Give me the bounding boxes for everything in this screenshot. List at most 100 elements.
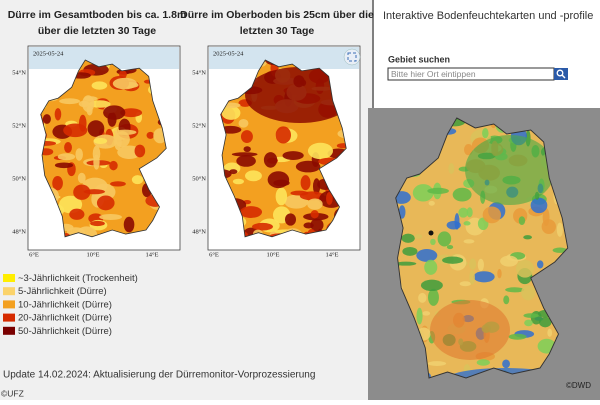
drought-patch bbox=[114, 131, 130, 148]
map-title: über die letzten 30 Tage bbox=[38, 25, 156, 37]
lon-label: 10°E bbox=[86, 251, 99, 258]
moisture-patch bbox=[427, 187, 449, 195]
moisture-patch bbox=[437, 231, 452, 247]
moisture-patch bbox=[523, 235, 532, 240]
lat-label: 48°N bbox=[192, 228, 206, 235]
moisture-patch bbox=[418, 292, 427, 303]
drought-patch bbox=[59, 98, 81, 105]
lat-label: 54°N bbox=[192, 69, 206, 76]
search-placeholder: Bitte hier Ort eintippen bbox=[391, 69, 476, 79]
drought-patch bbox=[77, 172, 86, 184]
moisture-patch bbox=[401, 233, 415, 243]
drought-patch bbox=[78, 100, 90, 108]
drought-patch bbox=[131, 175, 144, 185]
moisture-patch bbox=[502, 359, 510, 369]
drought-patch bbox=[91, 81, 108, 90]
moisture-patch bbox=[508, 333, 527, 340]
lon-label: 10°E bbox=[266, 251, 279, 258]
moisture-patch bbox=[541, 219, 556, 234]
legend-swatch bbox=[3, 300, 15, 309]
drought-patch bbox=[263, 152, 278, 168]
moisture-patch bbox=[430, 300, 510, 360]
drought-patch bbox=[57, 153, 76, 161]
drought-patch bbox=[245, 67, 347, 123]
drought-patch bbox=[243, 146, 251, 153]
drought-patch bbox=[221, 105, 241, 120]
drought-patch bbox=[64, 141, 72, 153]
moisture-patch bbox=[430, 238, 436, 245]
drought-patch bbox=[231, 152, 258, 157]
zoom-button[interactable] bbox=[343, 48, 361, 66]
search-label: Gebiet suchen bbox=[388, 54, 450, 64]
moisture-patch bbox=[552, 247, 568, 253]
zoom-button-bg bbox=[343, 48, 361, 66]
legend-swatch bbox=[3, 287, 15, 296]
drought-patch bbox=[310, 210, 319, 219]
drought-patch bbox=[42, 114, 51, 124]
moisture-patch bbox=[395, 261, 417, 266]
moisture-patch bbox=[424, 259, 438, 275]
legend-label: 10-Jährlichkeit (Dürre) bbox=[18, 299, 112, 310]
zoom-icon bbox=[347, 52, 357, 62]
moisture-patch bbox=[464, 143, 473, 156]
moisture-patch bbox=[465, 135, 555, 205]
drought-patch bbox=[220, 168, 232, 179]
moisture-patch bbox=[556, 222, 563, 237]
update-note: Update 14.02.2024: Aktualisierung der Dü… bbox=[3, 370, 315, 381]
map-date: 2025-05-24 bbox=[33, 50, 64, 57]
moisture-patch bbox=[412, 184, 434, 202]
drought-patch bbox=[326, 191, 333, 205]
drought-patch bbox=[146, 131, 155, 139]
panel-title: Interaktive Bodenfeuchtekarten und -prof… bbox=[383, 10, 593, 22]
moisture-patch bbox=[477, 258, 484, 272]
drought-patch bbox=[238, 118, 249, 128]
moisture-patch bbox=[547, 328, 553, 337]
drought-patch bbox=[54, 108, 62, 121]
legend-label: 20-Jährlichkeit (Dürre) bbox=[18, 313, 112, 324]
drought-patch bbox=[109, 160, 118, 171]
moisture-patch bbox=[505, 287, 525, 293]
drought-patch bbox=[52, 176, 63, 191]
search-button[interactable] bbox=[554, 68, 568, 80]
drought-patch bbox=[90, 220, 105, 227]
moisture-patch bbox=[469, 258, 477, 270]
map-copyright: ©DWD bbox=[566, 381, 591, 390]
drought-patch bbox=[232, 178, 245, 185]
moisture-patch bbox=[537, 260, 544, 269]
drought-patch bbox=[96, 195, 115, 211]
lon-label: 6°E bbox=[29, 251, 39, 258]
drought-patch bbox=[310, 218, 324, 232]
drought-map bbox=[220, 60, 347, 237]
lat-label: 52°N bbox=[192, 122, 206, 129]
moisture-patch bbox=[442, 256, 464, 264]
lat-label: 54°N bbox=[12, 69, 26, 76]
moisture-patch bbox=[530, 197, 548, 214]
moisture-patch bbox=[422, 311, 431, 316]
drought-patch bbox=[113, 129, 137, 135]
drought-patch bbox=[307, 198, 323, 210]
lat-label: 48°N bbox=[12, 228, 26, 235]
moisture-patch bbox=[427, 361, 447, 366]
drought-patch bbox=[275, 187, 288, 206]
drought-patch bbox=[267, 171, 290, 189]
moisture-patch bbox=[428, 200, 435, 206]
drought-patch bbox=[93, 154, 100, 170]
moisture-patch bbox=[420, 279, 443, 292]
drought-patch bbox=[93, 137, 108, 145]
copyright: ©UFZ bbox=[1, 388, 24, 398]
drought-patch bbox=[134, 144, 146, 158]
drought-patch bbox=[236, 155, 256, 167]
location-marker bbox=[428, 230, 434, 236]
drought-patch bbox=[40, 140, 57, 146]
moisture-patch bbox=[402, 246, 418, 256]
moisture-patch bbox=[463, 221, 471, 226]
drought-patch bbox=[307, 142, 334, 160]
moisture-patch bbox=[503, 295, 510, 305]
drought-patch bbox=[69, 208, 85, 220]
drought-patch bbox=[73, 184, 91, 200]
drought-patch bbox=[112, 77, 137, 90]
lon-label: 14°E bbox=[145, 251, 158, 258]
drought-patch bbox=[87, 120, 105, 137]
drought-patch bbox=[123, 216, 135, 233]
